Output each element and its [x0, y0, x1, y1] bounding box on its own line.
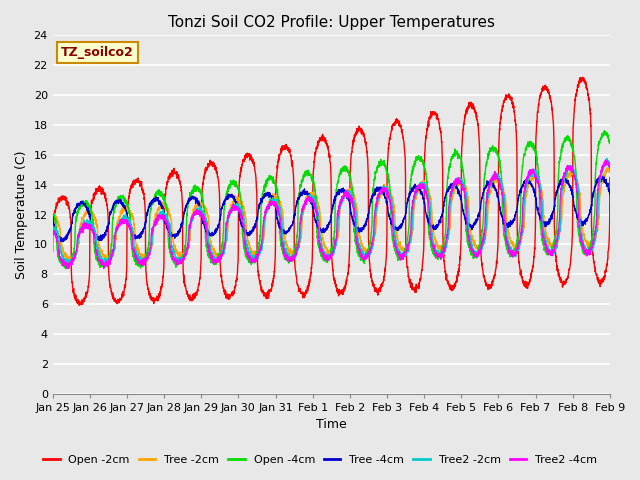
Line: Tree -4cm: Tree -4cm [52, 176, 610, 242]
Open -4cm [287, 254, 294, 260]
Open -2cm [113, 299, 120, 305]
Line: Tree -2cm: Tree -2cm [52, 168, 610, 262]
Tree2 -2cm [262, 208, 270, 214]
Line: Open -2cm: Open -2cm [52, 77, 610, 305]
Tree2 -2cm [146, 251, 154, 257]
Open -2cm [287, 153, 294, 159]
Tree -2cm [146, 252, 154, 258]
Tree -4cm [595, 175, 603, 181]
Tree -2cm [606, 169, 614, 175]
Open -4cm [113, 201, 120, 207]
Tree2 -2cm [113, 227, 120, 232]
Tree2 -2cm [287, 255, 294, 261]
Tree -2cm [595, 209, 603, 215]
Open -4cm [601, 128, 609, 134]
Tree2 -2cm [603, 156, 611, 161]
Title: Tonzi Soil CO2 Profile: Upper Temperatures: Tonzi Soil CO2 Profile: Upper Temperatur… [168, 15, 495, 30]
Tree -2cm [49, 215, 56, 221]
Open -4cm [606, 139, 614, 145]
Open -4cm [262, 178, 270, 183]
Tree -4cm [146, 201, 154, 207]
Tree -4cm [59, 239, 67, 245]
Tree2 -2cm [595, 186, 603, 192]
Tree2 -2cm [65, 262, 73, 268]
Tree -4cm [287, 225, 294, 230]
Open -2cm [146, 289, 154, 295]
Tree -4cm [113, 198, 120, 204]
Tree -2cm [603, 165, 611, 171]
Open -4cm [62, 266, 70, 272]
Open -2cm [76, 302, 83, 308]
Open -2cm [595, 278, 603, 284]
Tree -2cm [287, 252, 294, 257]
Tree2 -4cm [65, 265, 72, 271]
Line: Tree2 -4cm: Tree2 -4cm [52, 160, 610, 268]
Tree2 -4cm [146, 251, 154, 256]
X-axis label: Time: Time [316, 419, 347, 432]
Tree -4cm [535, 212, 543, 217]
Line: Tree2 -2cm: Tree2 -2cm [52, 158, 610, 265]
Y-axis label: Soil Temperature (C): Soil Temperature (C) [15, 150, 28, 279]
Tree -4cm [596, 173, 604, 179]
Tree -4cm [262, 192, 270, 198]
Tree -2cm [65, 259, 73, 264]
Tree2 -4cm [113, 224, 120, 230]
Open -2cm [262, 296, 270, 301]
Tree2 -4cm [602, 157, 609, 163]
Open -4cm [49, 211, 56, 217]
Tree2 -4cm [606, 162, 614, 168]
Open -2cm [535, 98, 543, 104]
Tree2 -4cm [287, 257, 294, 263]
Open -4cm [146, 218, 154, 224]
Tree -2cm [113, 226, 120, 232]
Open -2cm [49, 248, 56, 254]
Tree2 -4cm [49, 228, 56, 234]
Open -2cm [606, 175, 614, 180]
Open -4cm [595, 138, 603, 144]
Tree2 -2cm [535, 177, 543, 183]
Line: Open -4cm: Open -4cm [52, 131, 610, 269]
Tree2 -4cm [262, 205, 270, 211]
Open -2cm [579, 74, 587, 80]
Tree2 -4cm [595, 180, 603, 185]
Open -4cm [535, 177, 543, 183]
Tree -4cm [606, 192, 614, 198]
Tree -4cm [49, 214, 56, 219]
Text: TZ_soilco2: TZ_soilco2 [61, 46, 134, 59]
Tree -2cm [535, 178, 543, 184]
Tree2 -2cm [49, 223, 56, 228]
Tree2 -4cm [535, 184, 543, 190]
Tree2 -2cm [606, 162, 614, 168]
Tree -2cm [262, 206, 270, 212]
Legend: Open -2cm, Tree -2cm, Open -4cm, Tree -4cm, Tree2 -2cm, Tree2 -4cm: Open -2cm, Tree -2cm, Open -4cm, Tree -4… [38, 451, 602, 469]
